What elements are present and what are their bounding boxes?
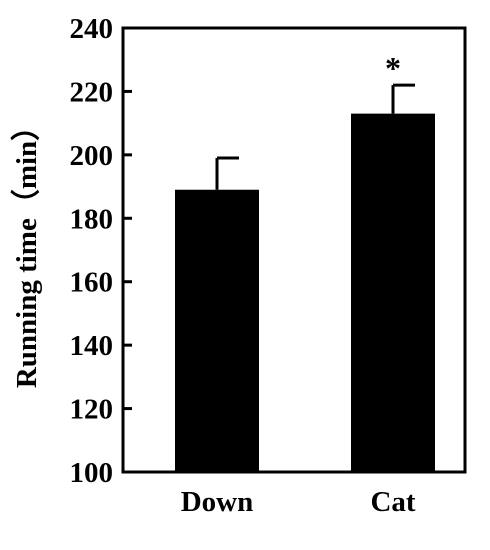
bars: * (175, 50, 435, 472)
y-tick-label: 240 (70, 13, 114, 45)
plot-frame (121, 26, 467, 474)
y-axis-title: Running time（min） (10, 112, 43, 388)
x-categories: Down Cat (181, 486, 416, 518)
y-tick-label: 160 (70, 267, 114, 299)
y-tick-label: 120 (70, 394, 114, 426)
plot-border (121, 26, 467, 474)
significance-marker: * (385, 50, 401, 86)
y-tick-label: 140 (70, 330, 114, 362)
x-category-label: Cat (370, 486, 415, 518)
y-tick-label: 200 (70, 140, 114, 172)
y-tick-label: 220 (70, 76, 114, 108)
x-category-label: Down (181, 486, 254, 518)
y-tick-label: 180 (70, 203, 114, 235)
y-tick-label: 100 (70, 457, 114, 489)
bar (175, 189, 259, 472)
y-ticks: 100 120 140 160 180 200 220 240 (70, 13, 132, 489)
bar (351, 113, 435, 472)
